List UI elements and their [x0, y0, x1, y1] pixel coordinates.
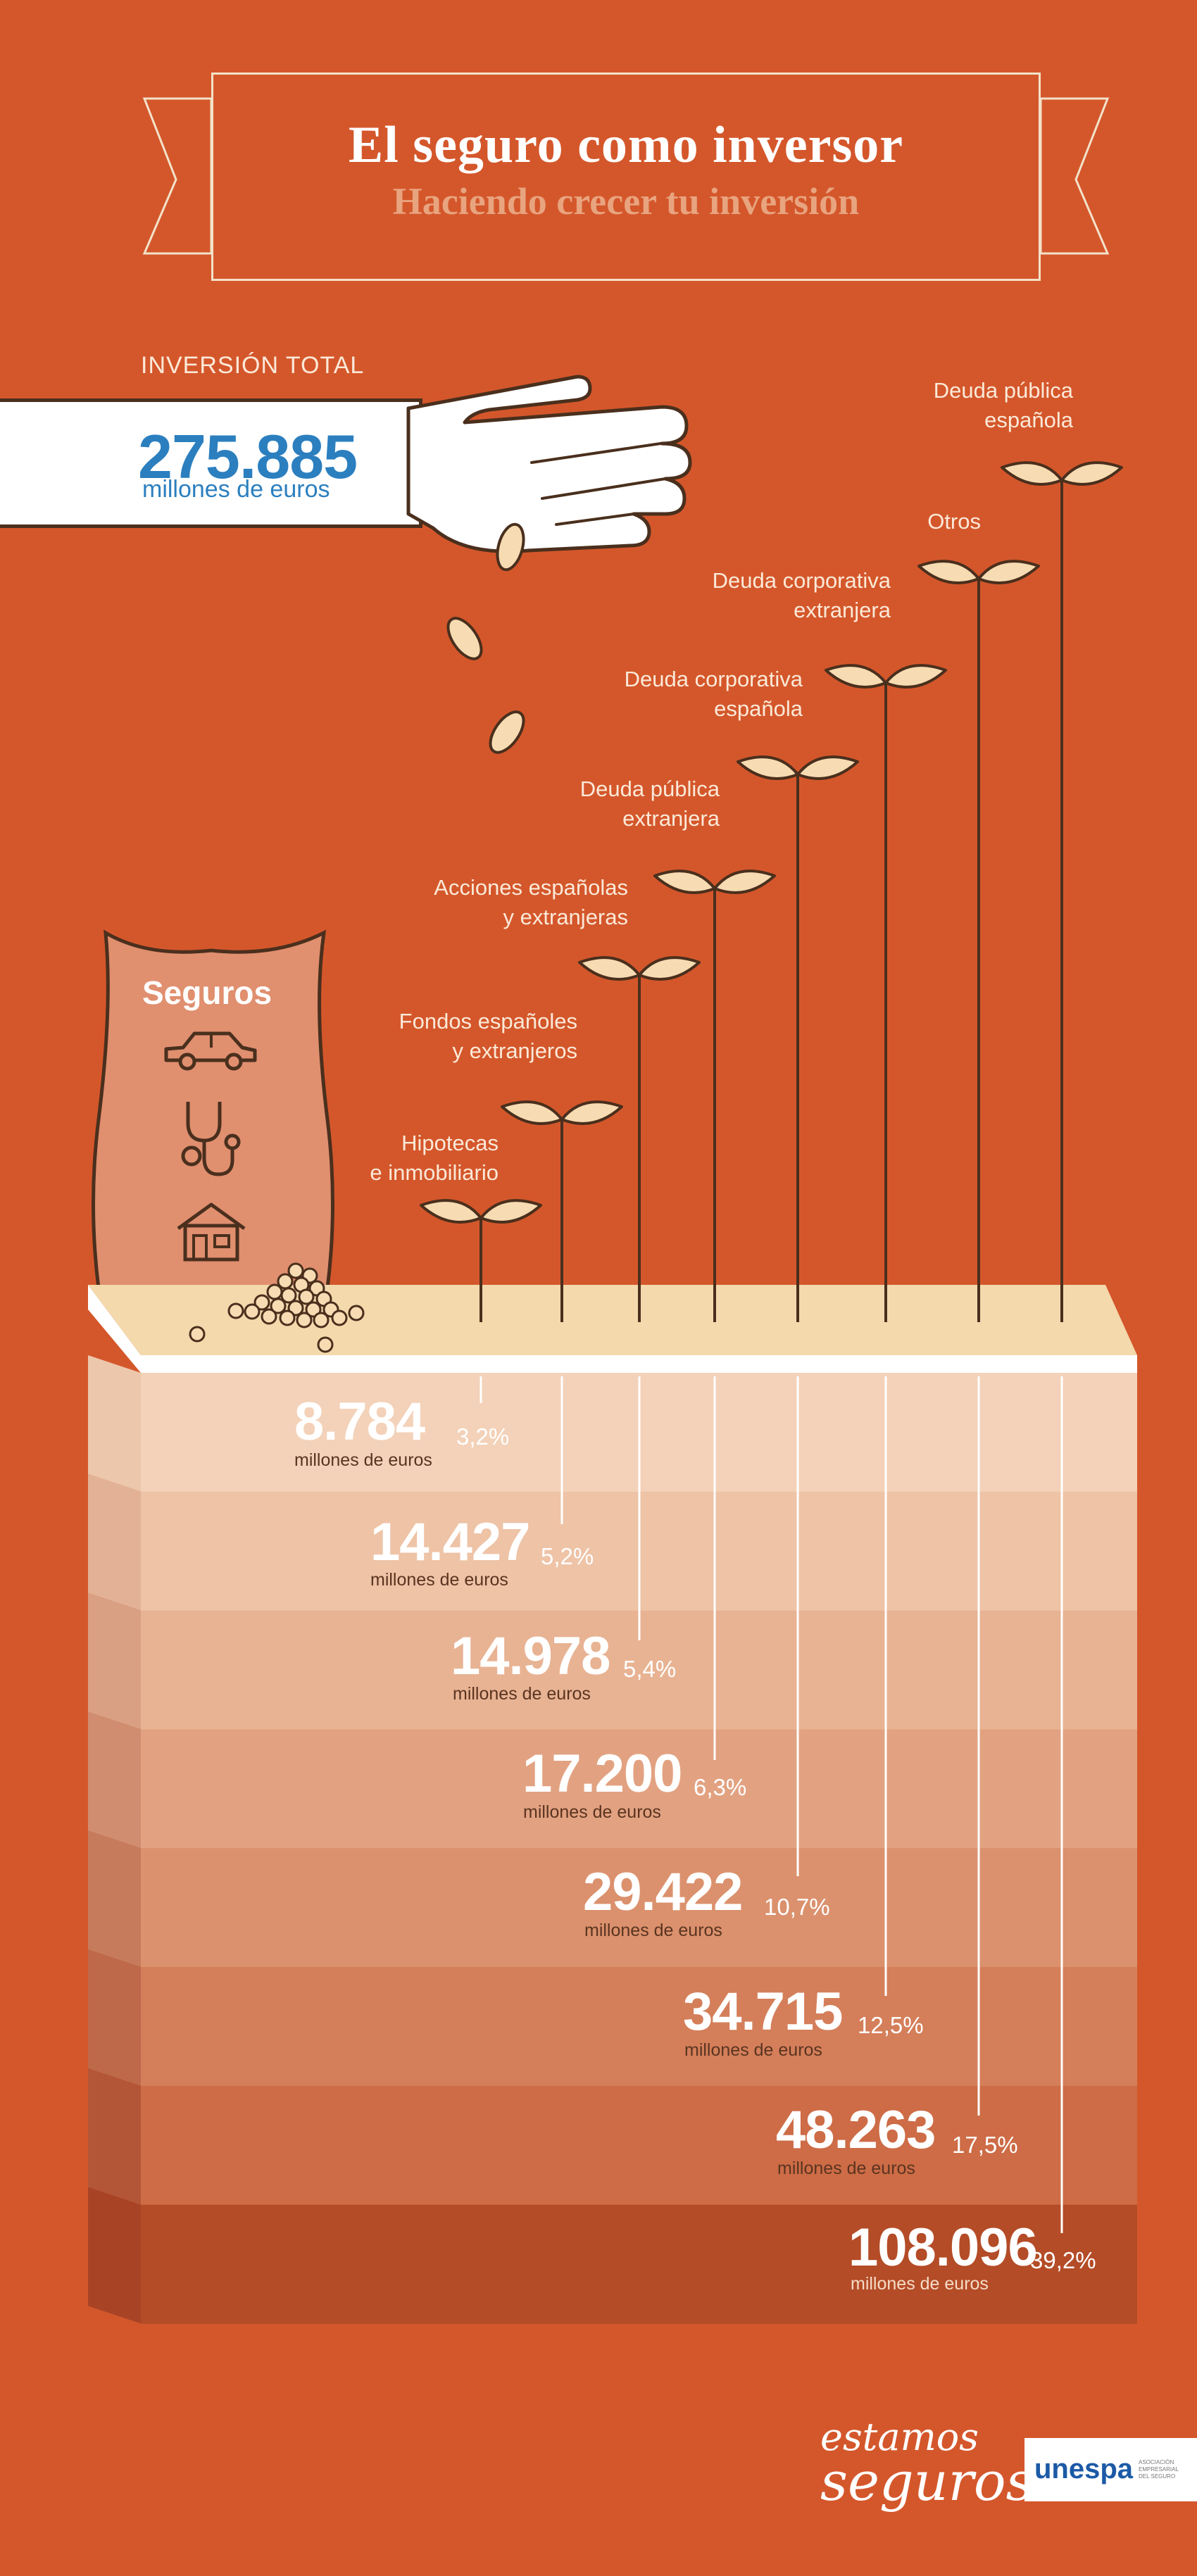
- plant-label-2: Fondos españoles y extranjeros: [399, 1009, 577, 1063]
- ground-layer-side-5: [88, 1830, 141, 1967]
- ground-layer-side-8: [88, 2187, 141, 2324]
- ground-layer-side-1: [88, 1355, 141, 1492]
- layer-pct-7: 17,5%: [952, 2132, 1018, 2158]
- ground-layer-4: [141, 1729, 1137, 1849]
- layer-value-6: 34.715: [683, 1982, 843, 2042]
- leaf-left-2: [501, 1100, 563, 1125]
- ground-layer-6: [141, 1967, 1137, 2087]
- plant-1: [420, 1199, 542, 1403]
- layer-value-3: 14.978: [451, 1626, 610, 1686]
- layer-pct-1: 3,2%: [456, 1424, 510, 1450]
- leaf-left-7: [917, 560, 980, 584]
- leaf-left-3: [578, 956, 641, 981]
- leaf-left-6: [825, 664, 887, 689]
- total-unit: millones de euros: [142, 476, 330, 503]
- house-icon: [177, 1202, 246, 1262]
- ground-layer-8: [141, 2204, 1137, 2324]
- ground-layer-side-4: [88, 1711, 141, 1849]
- plant-label-7: Otros: [927, 509, 981, 534]
- page-title: El seguro como inversor: [348, 116, 904, 174]
- plant-label-3: Acciones españolas y extranjeras: [434, 875, 628, 929]
- layer-value-1: 8.784: [294, 1392, 425, 1452]
- brand-logo-line2: seguros: [820, 2450, 1034, 2513]
- ground-layer-side-3: [88, 1592, 141, 1730]
- layer-unit-3: millones de euros: [453, 1684, 591, 1704]
- sack-label: Seguros: [142, 974, 272, 1011]
- total-box: [0, 398, 422, 528]
- stethoscope-icon: [181, 1102, 241, 1176]
- layer-pct-5: 10,7%: [764, 1894, 830, 1920]
- plant-label-4: Deuda pública extranjera: [579, 777, 720, 831]
- plant-7: [917, 560, 1040, 2116]
- sack: [92, 929, 334, 1305]
- leaf-right-5: [796, 755, 859, 780]
- brand-logo-line1: estamos: [820, 2415, 979, 2459]
- ground-layer-5: [141, 1848, 1137, 1968]
- layer-pct-4: 6,3%: [694, 1774, 747, 1800]
- layer-unit-5: millones de euros: [584, 1921, 722, 1940]
- layer-unit-4: millones de euros: [523, 1802, 661, 1822]
- layer-value-5: 29.422: [583, 1862, 743, 1922]
- plant-8: [1001, 461, 1123, 2233]
- plant-label-6: Deuda corporativa extranjera: [712, 568, 891, 622]
- ground-layer-7: [141, 2085, 1137, 2206]
- layer-unit-6: millones de euros: [684, 2040, 822, 2060]
- leaf-left-5: [737, 755, 799, 780]
- leaf-right-6: [884, 664, 947, 689]
- layer-pct-6: 12,5%: [858, 2012, 924, 2038]
- leaf-left-1: [420, 1199, 482, 1224]
- total-label: INVERSIÓN TOTAL: [141, 352, 365, 379]
- plant-label-1: Hipotecas e inmobiliario: [370, 1131, 499, 1185]
- title-banner: El seguro como inversor Haciendo crecer …: [211, 73, 1041, 281]
- layer-unit-7: millones de euros: [777, 2159, 915, 2178]
- leaf-right-8: [1060, 461, 1123, 486]
- leaf-right-2: [560, 1100, 623, 1125]
- seed-pile: [189, 1262, 365, 1353]
- ground-layer-side-2: [88, 1474, 141, 1611]
- car-icon: [164, 1031, 257, 1071]
- plant-5: [737, 755, 859, 1876]
- plants: [420, 461, 1123, 2233]
- leaf-left-8: [1001, 461, 1063, 486]
- ground-layer-side-7: [88, 2068, 141, 2205]
- leaf-left-4: [653, 869, 716, 894]
- layer-value-7: 48.263: [776, 2100, 936, 2160]
- leaf-right-4: [713, 869, 776, 894]
- layer-value-4: 17.200: [522, 1744, 682, 1804]
- layer-value-2: 14.427: [370, 1512, 530, 1572]
- hand-icon: [406, 375, 692, 754]
- layer-value-8: 108.096: [848, 2218, 1038, 2277]
- unespa-logo-subtitle: ASOCIACIÓN EMPRESARIAL DEL SEGURO: [1139, 2459, 1179, 2480]
- leaf-right-1: [480, 1199, 542, 1224]
- layer-pct-8: 39,2%: [1030, 2247, 1096, 2273]
- plant-6: [825, 664, 947, 1996]
- ground-layer-side-6: [88, 1949, 141, 2086]
- layer-pct-2: 5,2%: [541, 1543, 594, 1569]
- layer-unit-8: millones de euros: [851, 2274, 989, 2294]
- unespa-logo: unespa ASOCIACIÓN EMPRESARIAL DEL SEGURO: [1024, 2438, 1197, 2501]
- leaf-right-7: [977, 560, 1040, 584]
- page-subtitle: Haciendo crecer tu inversión: [392, 180, 860, 222]
- plant-3: [578, 956, 701, 1640]
- plant-4: [653, 869, 776, 1760]
- unespa-logo-text: unespa: [1034, 2454, 1134, 2484]
- plant-label-8: Deuda pública española: [933, 378, 1073, 432]
- layer-unit-2: millones de euros: [370, 1570, 508, 1590]
- leaf-right-3: [638, 956, 701, 981]
- total-value: 275.885: [138, 422, 358, 491]
- layer-pct-3: 5,4%: [623, 1656, 677, 1682]
- plant-label-5: Deuda corporativa española: [624, 667, 803, 721]
- layer-unit-1: millones de euros: [294, 1450, 432, 1470]
- plant-2: [501, 1100, 623, 1524]
